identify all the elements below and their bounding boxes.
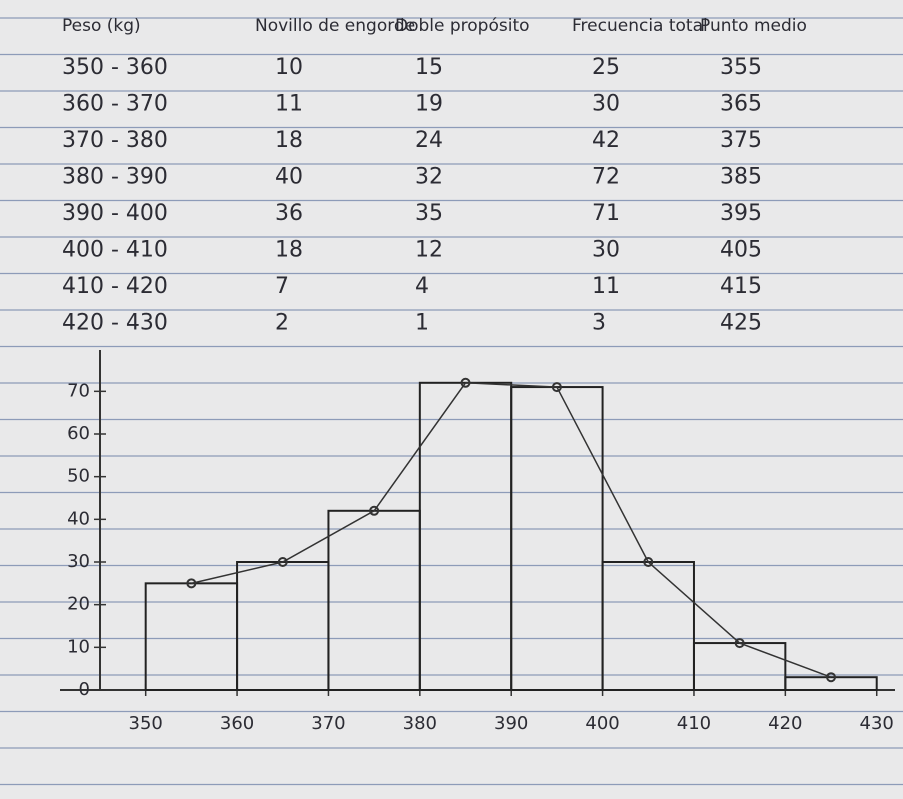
x-tick-label: 390 — [494, 713, 528, 734]
table-cell: 405 — [720, 238, 762, 263]
midpoint-dot — [826, 672, 837, 683]
table-cell: 4 — [415, 274, 429, 299]
table-cell: 395 — [720, 201, 762, 226]
y-tick-label: 40 — [67, 508, 90, 529]
table-cell: 425 — [720, 311, 762, 336]
table-header: Punto medio — [700, 16, 807, 36]
table-cell: 415 — [720, 274, 762, 299]
table-cell: 30 — [592, 238, 620, 263]
table-cell: 36 — [275, 201, 303, 226]
table-cell: 40 — [275, 165, 303, 190]
midpoint-dot — [643, 557, 654, 567]
table-cell: 11 — [592, 274, 620, 299]
table-cell: 72 — [592, 165, 620, 190]
table-cell: 350 - 360 — [62, 55, 168, 80]
table-cell: 24 — [415, 128, 443, 153]
bar — [327, 509, 421, 691]
table-cell: 410 - 420 — [62, 274, 168, 299]
table-cell: 10 — [275, 55, 303, 80]
table-cell: 7 — [275, 274, 289, 299]
bar — [784, 676, 878, 692]
x-tick-label: 370 — [311, 713, 345, 734]
table-cell: 3 — [592, 311, 606, 336]
y-tick-label: 30 — [67, 551, 90, 572]
table-cell: 2 — [275, 311, 289, 336]
y-tick-label: 0 — [79, 679, 90, 700]
table-cell: 35 — [415, 201, 443, 226]
table-header: Peso (kg) — [62, 16, 141, 36]
x-tick-label: 380 — [403, 713, 437, 734]
midpoint-dot — [369, 505, 380, 516]
midpoint-dot — [460, 377, 471, 388]
x-tick-label: 350 — [129, 713, 163, 734]
table-header: Novillo de engorde — [255, 16, 415, 36]
table-header: Frecuencia total — [572, 16, 708, 36]
midpoint-dot — [734, 638, 745, 649]
y-tick-label: 50 — [67, 466, 90, 487]
table-cell: 360 - 370 — [62, 92, 168, 117]
table-cell: 420 - 430 — [62, 311, 168, 336]
table-cell: 365 — [720, 92, 762, 117]
midpoint-dot — [551, 382, 562, 393]
table-cell: 42 — [592, 128, 620, 153]
table-cell: 375 — [720, 128, 762, 153]
midpoint-dot — [186, 578, 197, 589]
bar — [601, 561, 695, 691]
table-cell: 390 - 400 — [62, 201, 168, 226]
table-cell: 400 - 410 — [62, 238, 168, 263]
x-tick-label: 360 — [220, 713, 254, 734]
table-cell: 12 — [415, 238, 443, 263]
x-tick-label: 430 — [860, 713, 894, 734]
table-cell: 32 — [415, 165, 443, 190]
x-tick-label: 410 — [677, 713, 711, 734]
table-cell: 1 — [415, 311, 429, 336]
table-cell: 19 — [415, 92, 443, 117]
table-cell: 18 — [275, 238, 303, 263]
y-tick-label: 20 — [67, 594, 90, 615]
bar — [144, 582, 239, 691]
table-cell: 18 — [275, 128, 303, 153]
table-cell: 385 — [720, 165, 762, 190]
bar — [510, 386, 604, 691]
bar — [692, 642, 787, 691]
table-cell: 380 - 390 — [62, 165, 168, 190]
table-cell: 370 - 380 — [62, 128, 168, 153]
table-cell: 30 — [592, 92, 620, 117]
table-cell: 25 — [592, 55, 620, 80]
table-cell: 15 — [415, 55, 443, 80]
y-tick-label: 10 — [67, 636, 90, 657]
table-cell: 355 — [720, 55, 762, 80]
table-cell: 71 — [592, 201, 620, 226]
x-tick-label: 400 — [585, 713, 619, 734]
y-tick-label: 60 — [67, 423, 90, 444]
x-tick-label: 420 — [768, 713, 802, 734]
midpoint-dot — [277, 557, 288, 567]
frequency-polygon — [191, 382, 832, 678]
table-header: Doble propósito — [395, 16, 530, 36]
bar — [236, 561, 330, 691]
y-tick-label: 70 — [67, 380, 90, 401]
table-cell: 11 — [275, 92, 303, 117]
